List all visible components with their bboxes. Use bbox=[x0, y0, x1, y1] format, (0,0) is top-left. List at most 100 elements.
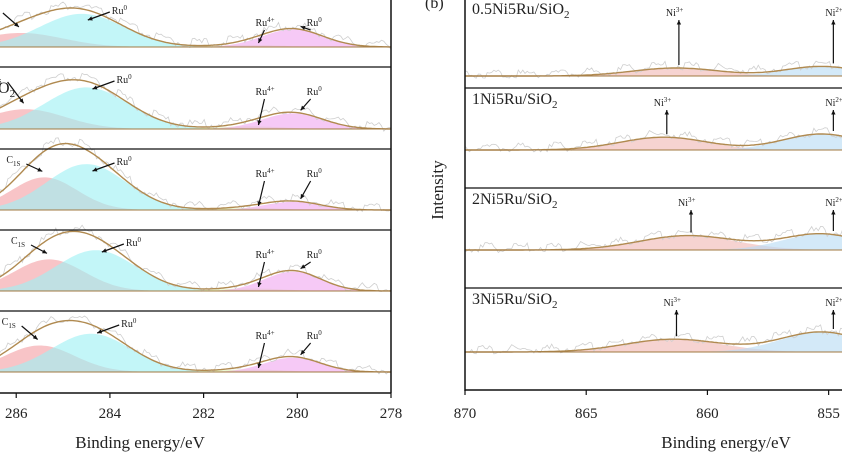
panel-a-sample-fragment: O2 bbox=[0, 80, 15, 100]
sample-name-2-sub: 2 bbox=[552, 99, 558, 111]
ru4-label-3-base: Ru bbox=[255, 169, 267, 180]
c1s-label-4-sub: 1S bbox=[18, 241, 26, 249]
ru0-small-label-1-base: Ru bbox=[307, 18, 319, 29]
ru4-arrow-1-head bbox=[258, 38, 263, 43]
ru0-small-label-1-sup: 0 bbox=[318, 16, 322, 24]
ru0-main-label-5-base: Ru bbox=[121, 319, 133, 330]
ru0-small-label-4-base: Ru bbox=[307, 250, 319, 261]
panel-b-tick-label-870: 870 bbox=[454, 406, 477, 422]
ru0-main-label-4: Ru0 bbox=[126, 236, 142, 249]
sample-name-3: 2Ni5Ru/SiO2 bbox=[472, 191, 558, 211]
ru0-main-label-2-sup: 0 bbox=[128, 73, 132, 81]
sample-name-3-base: 2Ni5Ru/SiO bbox=[472, 191, 552, 208]
ni3-label-1-base: Ni bbox=[666, 8, 676, 19]
ru4-arrow-2-head bbox=[257, 120, 262, 125]
panel-a-spectrum-3-fit-envelope bbox=[0, 142, 391, 211]
panel-b-spectrum-1-raw-data bbox=[464, 60, 842, 79]
panel-a-spectrum-1-fit-envelope bbox=[0, 7, 391, 48]
c1s-label-3: C1S bbox=[6, 155, 20, 168]
sample-name-4-base: 3Ni5Ru/SiO bbox=[472, 291, 552, 308]
panel-a-tick-label-286: 286 bbox=[5, 406, 28, 422]
c1s-label-3-base: C bbox=[6, 155, 13, 166]
ni3-label-4: Ni3+ bbox=[663, 296, 681, 309]
sample-name-1-base: 0.5Ni5Ru/SiO bbox=[472, 1, 564, 18]
ru0-main-label-1: Ru0 bbox=[112, 4, 128, 17]
ru0-main-arrow-5-head bbox=[97, 329, 103, 334]
ru0-small-label-2-sup: 0 bbox=[318, 85, 322, 93]
panel-a-spectrum-1-component-2 bbox=[0, 13, 391, 47]
ni2-label-2-sup: 2+ bbox=[835, 96, 842, 104]
ru4-label-5-base: Ru bbox=[255, 331, 267, 342]
ni2-arrow-3-head bbox=[831, 210, 836, 215]
ni3-label-4-sup: 3+ bbox=[673, 296, 681, 304]
ni3-arrow-3-head bbox=[688, 210, 694, 215]
ru0-main-label-1-sup: 0 bbox=[123, 4, 127, 12]
sample-name-3-sub: 2 bbox=[552, 199, 558, 211]
c1s-label-2: C1S bbox=[0, 73, 2, 86]
ru4-label-2-sup: 4+ bbox=[267, 85, 275, 93]
ru4-label-2: Ru4+ bbox=[255, 85, 274, 98]
panel-b-tick-label-860: 860 bbox=[696, 406, 719, 422]
panel-a-spectrum-2-component-2 bbox=[0, 87, 391, 129]
ni2-label-2: Ni2+ bbox=[825, 96, 842, 109]
panel-a-tick-label-280: 280 bbox=[286, 406, 309, 422]
ni3-label-3-sup: 3+ bbox=[688, 196, 696, 204]
ru4-label-2-base: Ru bbox=[255, 87, 267, 98]
panel-b-spectrum-3-component-1 bbox=[465, 235, 842, 250]
ni3-arrow-1-head bbox=[676, 20, 682, 25]
ni2-label-2-base: Ni bbox=[825, 98, 835, 109]
ni2-label-1: Ni2+ bbox=[825, 6, 842, 19]
ru0-small-label-3-sup: 0 bbox=[318, 167, 322, 175]
panel-a-spectrum-5-component-4 bbox=[0, 357, 391, 372]
panel-b-spectrum-3-component-2 bbox=[465, 234, 842, 250]
ru0-main-label-3: Ru0 bbox=[116, 155, 132, 168]
ni2-arrow-2-head bbox=[831, 110, 836, 115]
panel-a-spectrum-5-component-2 bbox=[0, 333, 391, 372]
ru0-small-label-2: Ru0 bbox=[307, 85, 323, 98]
sample-name-1-sub: 2 bbox=[564, 9, 570, 21]
panel-a-tick-label-282: 282 bbox=[192, 406, 215, 422]
panel-b-tick-label-865: 865 bbox=[575, 406, 598, 422]
ru0-small-arrow-2-head bbox=[300, 105, 306, 111]
ru0-small-label-1: Ru0 bbox=[307, 16, 323, 29]
ru0-main-label-1-base: Ru bbox=[112, 6, 124, 17]
panel-a-spectrum-2-component-4 bbox=[0, 113, 391, 129]
ni3-label-2: Ni3+ bbox=[654, 96, 672, 109]
ru0-main-label-3-sup: 0 bbox=[128, 155, 132, 163]
ni3-label-2-base: Ni bbox=[654, 98, 664, 109]
ni2-label-3-base: Ni bbox=[825, 198, 835, 209]
c1s-label-2-sub: 1S bbox=[0, 78, 2, 86]
ru0-small-label-2-base: Ru bbox=[307, 87, 319, 98]
c1s-label-3-sub: 1S bbox=[13, 160, 21, 168]
ru4-arrow-4-head bbox=[257, 282, 262, 287]
panel-b-spectrum-1: 0.5Ni5Ru/SiO2 Ni3+ Ni2+ bbox=[464, 1, 842, 79]
intensity-axis-title: Intensity bbox=[428, 160, 447, 220]
ru0-small-label-5-sup: 0 bbox=[318, 329, 322, 337]
sample-name-4-sub: 2 bbox=[552, 299, 558, 311]
panel-a-spectrum-4-raw-data bbox=[0, 224, 392, 292]
ru0-small-label-5: Ru0 bbox=[307, 329, 323, 342]
ru4-label-1: Ru4+ bbox=[255, 16, 274, 29]
c1s-arrow-4-head bbox=[42, 249, 48, 254]
panel-b-spectrum-4: 3Ni5Ru/SiO2 Ni3+ Ni2+ bbox=[464, 291, 842, 355]
ni2-label-1-sup: 2+ bbox=[835, 6, 842, 14]
ru0-small-arrow-1-head bbox=[300, 25, 306, 31]
ru4-label-4-base: Ru bbox=[255, 250, 267, 261]
panel-b-spectrum-2-component-1 bbox=[465, 137, 842, 150]
panel-a-spectrum-2-fit-envelope bbox=[0, 79, 391, 130]
panel-b-spectrum-3: 2Ni5Ru/SiO2 Ni3+ Ni2+ bbox=[464, 191, 842, 253]
ni2-label-4-sup: 2+ bbox=[835, 296, 842, 304]
ru4-label-5: Ru4+ bbox=[255, 329, 274, 342]
ni2-label-4: Ni2+ bbox=[825, 296, 842, 309]
ru0-main-label-2-base: Ru bbox=[116, 75, 128, 86]
ru0-main-label-2: Ru0 bbox=[116, 73, 132, 86]
panel-a-spectrum-3-component-2 bbox=[0, 164, 391, 210]
ni2-arrow-4-head bbox=[831, 310, 836, 315]
ni2-label-3-sup: 2+ bbox=[835, 196, 842, 204]
panel-b-ni2p-spectra: 0.5Ni5Ru/SiO2 Ni3+ Ni2+1Ni5Ru/SiO2 Ni3+ Ni2+… bbox=[454, 0, 842, 422]
panel-a-spectrum-4-component-4 bbox=[0, 271, 391, 291]
ni2-label-1-base: Ni bbox=[825, 8, 835, 19]
